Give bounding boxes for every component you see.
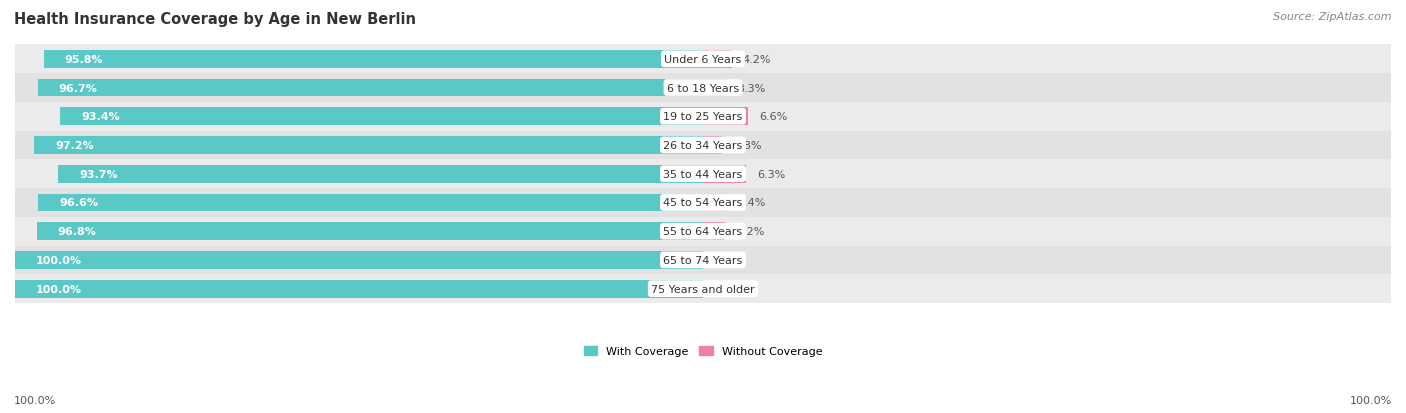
Text: 100.0%: 100.0% bbox=[1350, 395, 1392, 405]
Text: 2.8%: 2.8% bbox=[734, 141, 762, 151]
Bar bbox=[703, 137, 723, 154]
Text: 55 to 64 Years: 55 to 64 Years bbox=[664, 227, 742, 237]
Bar bbox=[15, 45, 1391, 74]
Text: Health Insurance Coverage by Age in New Berlin: Health Insurance Coverage by Age in New … bbox=[14, 12, 416, 27]
Bar bbox=[15, 275, 1391, 303]
Bar bbox=[15, 160, 1391, 189]
Text: 3.2%: 3.2% bbox=[735, 227, 765, 237]
Text: 35 to 44 Years: 35 to 44 Years bbox=[664, 169, 742, 179]
Bar bbox=[34, 137, 703, 154]
Legend: With Coverage, Without Coverage: With Coverage, Without Coverage bbox=[583, 346, 823, 356]
Bar bbox=[703, 165, 747, 183]
Text: 65 to 74 Years: 65 to 74 Years bbox=[664, 255, 742, 265]
Bar bbox=[703, 223, 725, 240]
Text: 75 Years and older: 75 Years and older bbox=[651, 284, 755, 294]
Bar bbox=[60, 108, 703, 126]
Text: 95.8%: 95.8% bbox=[65, 55, 103, 64]
Text: 6.3%: 6.3% bbox=[758, 169, 786, 179]
Bar bbox=[703, 51, 733, 69]
Text: 45 to 54 Years: 45 to 54 Years bbox=[664, 198, 742, 208]
Text: 3.3%: 3.3% bbox=[737, 83, 765, 93]
Text: 6.6%: 6.6% bbox=[759, 112, 787, 122]
Text: 100.0%: 100.0% bbox=[35, 255, 82, 265]
Text: Under 6 Years: Under 6 Years bbox=[665, 55, 741, 64]
Bar bbox=[58, 165, 703, 183]
Bar bbox=[38, 79, 703, 97]
Text: 3.4%: 3.4% bbox=[737, 198, 766, 208]
Text: 6 to 18 Years: 6 to 18 Years bbox=[666, 83, 740, 93]
Text: 97.2%: 97.2% bbox=[55, 141, 94, 151]
Text: 93.4%: 93.4% bbox=[82, 112, 120, 122]
Bar bbox=[703, 194, 727, 212]
Bar bbox=[15, 246, 1391, 275]
Text: 96.8%: 96.8% bbox=[58, 227, 97, 237]
Text: 4.2%: 4.2% bbox=[742, 55, 772, 64]
Text: 100.0%: 100.0% bbox=[35, 284, 82, 294]
Bar bbox=[38, 194, 703, 212]
Text: 0.0%: 0.0% bbox=[714, 255, 742, 265]
Text: 19 to 25 Years: 19 to 25 Years bbox=[664, 112, 742, 122]
Text: Source: ZipAtlas.com: Source: ZipAtlas.com bbox=[1274, 12, 1392, 22]
Bar bbox=[44, 51, 703, 69]
Text: 96.7%: 96.7% bbox=[58, 83, 97, 93]
Bar bbox=[15, 217, 1391, 246]
Bar bbox=[15, 131, 1391, 160]
Bar bbox=[703, 79, 725, 97]
Bar bbox=[37, 223, 703, 240]
Bar bbox=[15, 280, 703, 298]
Text: 0.0%: 0.0% bbox=[714, 284, 742, 294]
Bar bbox=[15, 103, 1391, 131]
Text: 96.6%: 96.6% bbox=[59, 198, 98, 208]
Text: 93.7%: 93.7% bbox=[79, 169, 118, 179]
Text: 26 to 34 Years: 26 to 34 Years bbox=[664, 141, 742, 151]
Text: 100.0%: 100.0% bbox=[14, 395, 56, 405]
Bar bbox=[15, 189, 1391, 217]
Bar bbox=[15, 74, 1391, 103]
Bar bbox=[15, 252, 703, 269]
Bar bbox=[703, 108, 748, 126]
